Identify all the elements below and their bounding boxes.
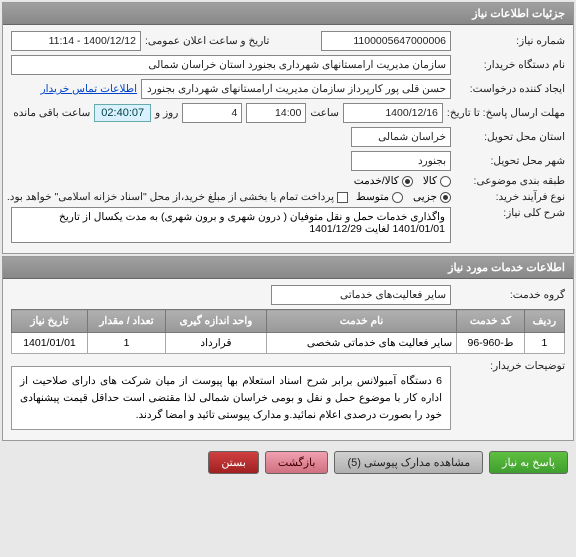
days-field[interactable] (182, 103, 242, 123)
radio-goods-icon (440, 176, 451, 187)
radio-medium-label: متوسط (356, 191, 389, 203)
panel-header-2: اطلاعات خدمات مورد نیاز (3, 257, 573, 279)
lbl-need-no: شماره نیاز: (455, 35, 565, 47)
th-date: تاریخ نیاز (12, 310, 88, 333)
th-name: نام خدمت (266, 310, 456, 333)
need-details-panel: جزئیات اطلاعات نیاز شماره نیاز: تاریخ و … (2, 2, 574, 254)
th-qty: تعداد / مقدار (87, 310, 165, 333)
deadline-hour-field[interactable] (246, 103, 306, 123)
remain-text: ساعت باقی مانده (13, 107, 90, 119)
radio-svc-goods[interactable]: کالا/خدمت (354, 175, 413, 187)
deadline-date-field[interactable] (343, 103, 443, 123)
chk-payment-label: پرداخت تمام یا بخشی از مبلغ خرید،از محل … (7, 191, 334, 203)
radio-goods[interactable]: کالا (423, 175, 451, 187)
close-button[interactable]: بستن (208, 451, 259, 474)
countdown: 02:40:07 (94, 104, 151, 122)
lbl-group: گروه خدمت: (455, 289, 565, 301)
lbl-hour: ساعت (310, 107, 339, 119)
pub-dt-field[interactable] (11, 31, 141, 51)
radio-partial[interactable]: جزیی (413, 191, 451, 203)
radio-medium-icon (392, 192, 403, 203)
group-field[interactable] (271, 285, 451, 305)
radio-svc-goods-icon (402, 176, 413, 187)
th-row: ردیف (524, 310, 564, 333)
subj-cat-radios: کالا کالا/خدمت (354, 175, 451, 187)
table-header-row: ردیف کد خدمت نام خدمت واحد اندازه گیری ت… (12, 310, 565, 333)
td-name: سایر فعالیت های خدماتی شخصی (266, 333, 456, 354)
req-type-radios: جزیی متوسط (356, 191, 451, 203)
attachments-button[interactable]: مشاهده مدارک پیوستی (5) (334, 451, 483, 474)
lbl-prov: استان محل تحویل: (455, 131, 565, 143)
lbl-req-type: نوع فرآیند خرید: (455, 191, 565, 203)
table-row[interactable]: 1 ط-960-96 سایر فعالیت های خدماتی شخصی ق… (12, 333, 565, 354)
lbl-deadline: مهلت ارسال پاسخ: تا تاریخ: (447, 107, 565, 119)
lbl-subj-cat: طبقه بندی موضوعی: (455, 175, 565, 187)
services-panel: اطلاعات خدمات مورد نیاز گروه خدمت: ردیف … (2, 256, 574, 441)
contact-link[interactable]: اطلاعات تماس خریدار (41, 83, 137, 95)
td-code: ط-960-96 (457, 333, 525, 354)
td-row: 1 (524, 333, 564, 354)
creator-field[interactable] (141, 79, 451, 99)
panel-body-2: گروه خدمت: ردیف کد خدمت نام خدمت واحد ان… (3, 279, 573, 440)
check-icon (337, 192, 348, 203)
td-unit: قرارداد (166, 333, 267, 354)
lbl-pub-dt: تاریخ و ساعت اعلان عمومی: (145, 35, 269, 47)
org-field[interactable] (11, 55, 451, 75)
services-table: ردیف کد خدمت نام خدمت واحد اندازه گیری ت… (11, 309, 565, 354)
radio-medium[interactable]: متوسط (356, 191, 403, 203)
lbl-city: شهر محل تحویل: (455, 155, 565, 167)
desc-textarea[interactable] (11, 207, 451, 243)
lbl-desc: شرح کلی نیاز: (455, 207, 565, 219)
radio-partial-label: جزیی (413, 191, 437, 203)
lbl-org: نام دستگاه خریدار: (455, 59, 565, 71)
th-code: کد خدمت (457, 310, 525, 333)
th-unit: واحد اندازه گیری (166, 310, 267, 333)
lbl-days: روز و (155, 107, 178, 119)
prov-field[interactable] (351, 127, 451, 147)
reply-button[interactable]: پاسخ به نیاز (489, 451, 568, 474)
panel-body-1: شماره نیاز: تاریخ و ساعت اعلان عمومی: نا… (3, 25, 573, 253)
radio-svc-goods-label: کالا/خدمت (354, 175, 399, 187)
need-no-field[interactable] (321, 31, 451, 51)
td-date: 1401/01/01 (12, 333, 88, 354)
buyer-desc-box: 6 دستگاه آمبولانس برابر شرح اسناد استعلا… (11, 366, 451, 430)
lbl-buyer-desc: توضیحات خریدار: (455, 360, 565, 372)
footer-buttons: پاسخ به نیاز مشاهده مدارک پیوستی (5) باز… (0, 443, 576, 482)
panel-header-1: جزئیات اطلاعات نیاز (3, 3, 573, 25)
radio-partial-icon (440, 192, 451, 203)
td-qty: 1 (87, 333, 165, 354)
city-field[interactable] (351, 151, 451, 171)
radio-goods-label: کالا (423, 175, 437, 187)
lbl-creator: ایجاد کننده درخواست: (455, 83, 565, 95)
back-button[interactable]: بازگشت (265, 451, 329, 474)
chk-payment[interactable]: پرداخت تمام یا بخشی از مبلغ خرید،از محل … (7, 191, 348, 203)
